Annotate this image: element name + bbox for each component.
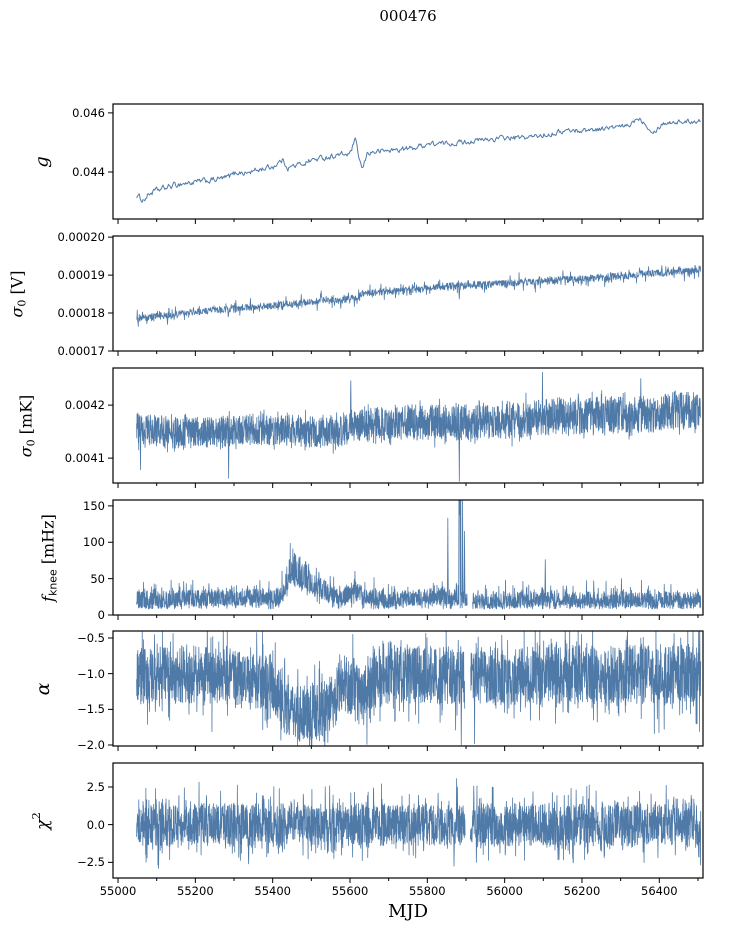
y-tick-label-chi2-0: −2.5 bbox=[77, 855, 105, 870]
y-axis-label-g: g bbox=[32, 156, 53, 168]
y-tick-label-sigma0_V-3: 0.00020 bbox=[57, 230, 105, 245]
y-tick-label-alpha-0: −2.0 bbox=[77, 738, 105, 752]
y-tick-label-chi2-2: 2.5 bbox=[86, 779, 105, 794]
x-axis-label: MJD bbox=[387, 901, 429, 922]
y-axis-label-part: f bbox=[38, 595, 58, 602]
y-tick-label-sigma0_V-1: 0.00018 bbox=[57, 306, 105, 321]
x-tick-label-4: 55800 bbox=[409, 884, 446, 898]
y-axis-label-part: g bbox=[31, 155, 53, 168]
y-tick-label-alpha-3: −0.5 bbox=[77, 630, 105, 645]
y-axis-label-sigma0_V: σ0 [V] bbox=[8, 270, 29, 317]
y-tick-label-fknee-3: 150 bbox=[83, 498, 105, 513]
y-tick-label-g-1: 0.046 bbox=[72, 105, 105, 120]
y-axis-label-alpha: α bbox=[32, 682, 54, 695]
x-tick-label-5: 56000 bbox=[486, 884, 523, 898]
y-axis-label-part: 0 bbox=[24, 438, 38, 446]
y-tick-label-alpha-2: −1.0 bbox=[77, 666, 105, 681]
y-axis-label-part: [V] bbox=[7, 270, 27, 300]
y-axis-label-part: 0 bbox=[15, 299, 29, 307]
y-axis-label-part: knee bbox=[46, 568, 60, 596]
y-tick-label-fknee-1: 50 bbox=[90, 571, 105, 586]
y-axis-label-part: σ bbox=[7, 306, 27, 317]
x-tick-label-1: 55200 bbox=[177, 884, 214, 898]
x-tick-label-7: 56400 bbox=[641, 884, 678, 898]
y-tick-label-fknee-2: 100 bbox=[83, 535, 105, 550]
y-tick-label-chi2-1: 0.0 bbox=[86, 817, 105, 832]
y-axis-label-part: σ bbox=[16, 445, 36, 457]
y-tick-label-sigma0_V-2: 0.00019 bbox=[57, 268, 105, 283]
y-tick-label-sigma0_mK-0: 0.0041 bbox=[64, 451, 105, 466]
x-tick-label-3: 55600 bbox=[331, 884, 369, 898]
y-axis-label-fknee: fknee [mHz] bbox=[39, 514, 60, 602]
y-axis-label-part: 2 bbox=[29, 811, 44, 820]
x-tick-label-2: 55400 bbox=[254, 884, 291, 898]
y-axis-label-sigma0_mK: σ0 [mK] bbox=[17, 394, 38, 457]
y-tick-label-fknee-0: 0 bbox=[97, 608, 105, 622]
y-tick-label-sigma0_V-0: 0.00017 bbox=[57, 344, 105, 358]
y-axis-label-part: [mHz] bbox=[38, 513, 58, 569]
x-tick-label-6: 56200 bbox=[563, 884, 601, 898]
y-axis-label-chi2: χ2 bbox=[29, 812, 53, 830]
chart-title: 000476 bbox=[379, 7, 437, 25]
y-axis-label-part: α bbox=[32, 682, 54, 695]
y-tick-label-g-0: 0.044 bbox=[72, 164, 105, 179]
y-axis-label-part: [mK] bbox=[16, 394, 36, 439]
x-tick-label-0: 55000 bbox=[99, 884, 137, 898]
y-axis-label-part: χ bbox=[32, 819, 53, 830]
y-tick-label-alpha-1: −1.5 bbox=[77, 702, 105, 717]
y-tick-label-sigma0_mK-1: 0.0042 bbox=[64, 398, 105, 413]
